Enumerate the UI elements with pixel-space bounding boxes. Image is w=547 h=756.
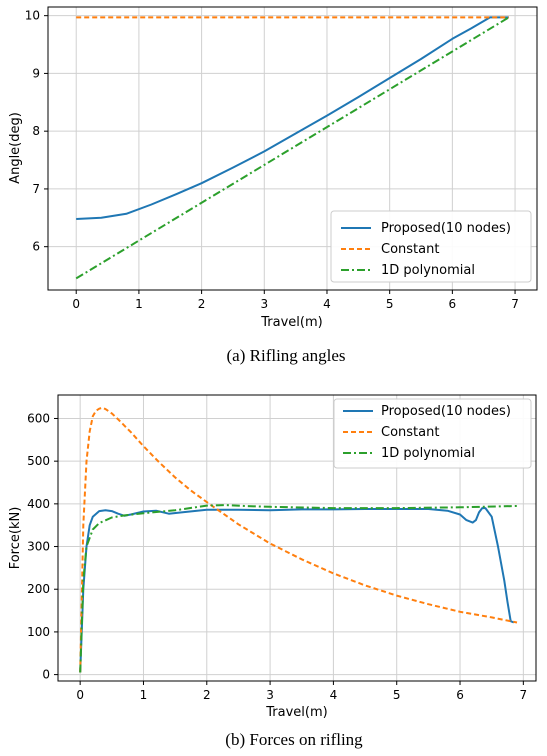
a-ytick-label: 9 xyxy=(32,66,40,80)
chart-a: 0 1 2 3 4 5 6 7 6 7 8 9 10 Travel(m) Angle(deg) Pro… xyxy=(8,6,538,365)
a-xtick-label: 3 xyxy=(260,297,268,311)
a-xtick-label: 1 xyxy=(135,297,143,311)
chart-b-ylabel: Force(kN) xyxy=(8,507,23,570)
chart-b-legend-label-poly: 1D polynomial xyxy=(381,446,475,461)
a-series-poly xyxy=(75,16,510,280)
a-xtick-label: 6 xyxy=(449,297,457,311)
b-series-constant xyxy=(79,406,518,673)
a-xtick-label: 4 xyxy=(323,297,331,311)
a-xtick-label: 0 xyxy=(72,297,80,311)
chart-b-xlabel: Travel(m) xyxy=(265,705,327,720)
b-xtick-label: 7 xyxy=(520,688,528,702)
chart-b-lines xyxy=(79,406,518,673)
b-xtick-label: 6 xyxy=(456,688,464,702)
chart-b-frame xyxy=(57,394,537,682)
chart-a-yticks: 6 7 8 9 10 xyxy=(25,9,48,254)
chart-b-caption: (b) Forces on rifling xyxy=(225,730,363,749)
chart-b-legend-box xyxy=(333,398,532,469)
a-ytick-label: 10 xyxy=(25,9,40,23)
chart-a-legend-label-constant: Constant xyxy=(381,242,439,257)
chart-b-legend: Proposed(10 nodes) Constant 1D polynomia… xyxy=(333,398,532,469)
b-ytick-label: 400 xyxy=(27,497,50,511)
b-xtick-label: 1 xyxy=(140,688,148,702)
chart-a-legend-box xyxy=(330,210,532,283)
b-ytick-label: 100 xyxy=(27,625,50,639)
chart-a-xlabel: Travel(m) xyxy=(260,315,322,330)
a-ytick-label: 8 xyxy=(32,124,40,138)
chart-a-caption: (a) Rifling angles xyxy=(227,346,346,365)
chart-a-lines xyxy=(75,16,510,280)
a-ytick-label: 6 xyxy=(32,240,40,254)
chart-a-xticks: 0 1 2 3 4 5 6 7 xyxy=(72,290,519,311)
b-series-proposed xyxy=(79,507,515,673)
chart-a-legend-label-proposed: Proposed(10 nodes) xyxy=(381,221,511,236)
b-ytick-label: 300 xyxy=(27,540,50,554)
chart-a-ylabel: Angle(deg) xyxy=(8,112,23,184)
chart-b-xticks: 0 1 2 3 4 5 6 7 xyxy=(76,681,527,702)
chart-a-frame xyxy=(47,6,538,291)
a-xtick-label: 5 xyxy=(386,297,394,311)
a-series-proposed xyxy=(76,16,509,220)
chart-b-grid xyxy=(58,395,536,681)
chart-b-legend-label-constant: Constant xyxy=(381,425,439,440)
chart-a-legend-label-poly: 1D polynomial xyxy=(381,263,475,278)
chart-b-legend-label-proposed: Proposed(10 nodes) xyxy=(381,404,511,419)
b-ytick-label: 0 xyxy=(42,668,50,682)
b-xtick-label: 3 xyxy=(266,688,274,702)
a-xtick-label: 2 xyxy=(198,297,206,311)
b-xtick-label: 0 xyxy=(76,688,84,702)
chart-b-yticks: 0 100 200 300 400 500 600 xyxy=(27,411,58,682)
chart-a-grid xyxy=(48,7,537,290)
b-xtick-label: 2 xyxy=(203,688,211,702)
b-xtick-label: 5 xyxy=(393,688,401,702)
chart-a-legend: Proposed(10 nodes) Constant 1D polynomia… xyxy=(330,210,532,283)
chart-b: 0 1 2 3 4 5 6 7 0 100 200 300 400 500 600 Travel(m) F… xyxy=(8,394,537,749)
b-ytick-label: 600 xyxy=(27,411,50,425)
a-xtick-label: 7 xyxy=(511,297,519,311)
b-xtick-label: 4 xyxy=(330,688,338,702)
b-ytick-label: 200 xyxy=(27,582,50,596)
a-ytick-label: 7 xyxy=(32,182,40,196)
b-series-poly xyxy=(79,504,518,673)
b-ytick-label: 500 xyxy=(27,454,50,468)
